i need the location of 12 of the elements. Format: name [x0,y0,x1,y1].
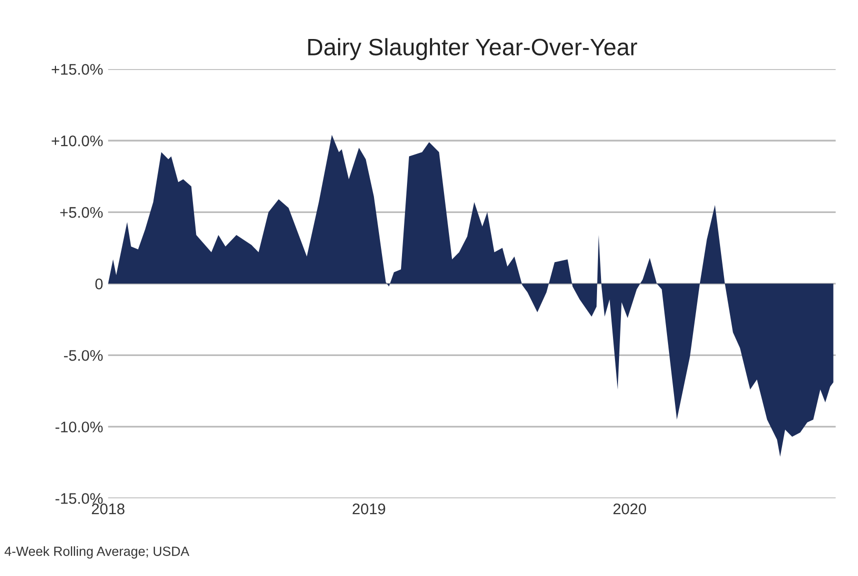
y-tick-label: +15.0% [52,64,103,75]
x-tick-label: 2019 [352,504,386,514]
y-tick-label: 0 [95,278,103,290]
x-tick-label: 2018 [92,504,124,514]
text: 4-Week Rolling Average; USDA [4,546,190,559]
y-tick-label: -15.0% [56,493,103,504]
y-tick-label: -10.0% [56,422,103,432]
y-tick-label: -5.0% [64,350,103,361]
chart-title: Dairy Slaughter Year-Over-Year [308,38,638,60]
x-tick-label: 2020 [613,504,646,514]
y-tick-label: +5.0% [60,207,103,218]
y-tick-label: +10.0% [52,136,103,146]
